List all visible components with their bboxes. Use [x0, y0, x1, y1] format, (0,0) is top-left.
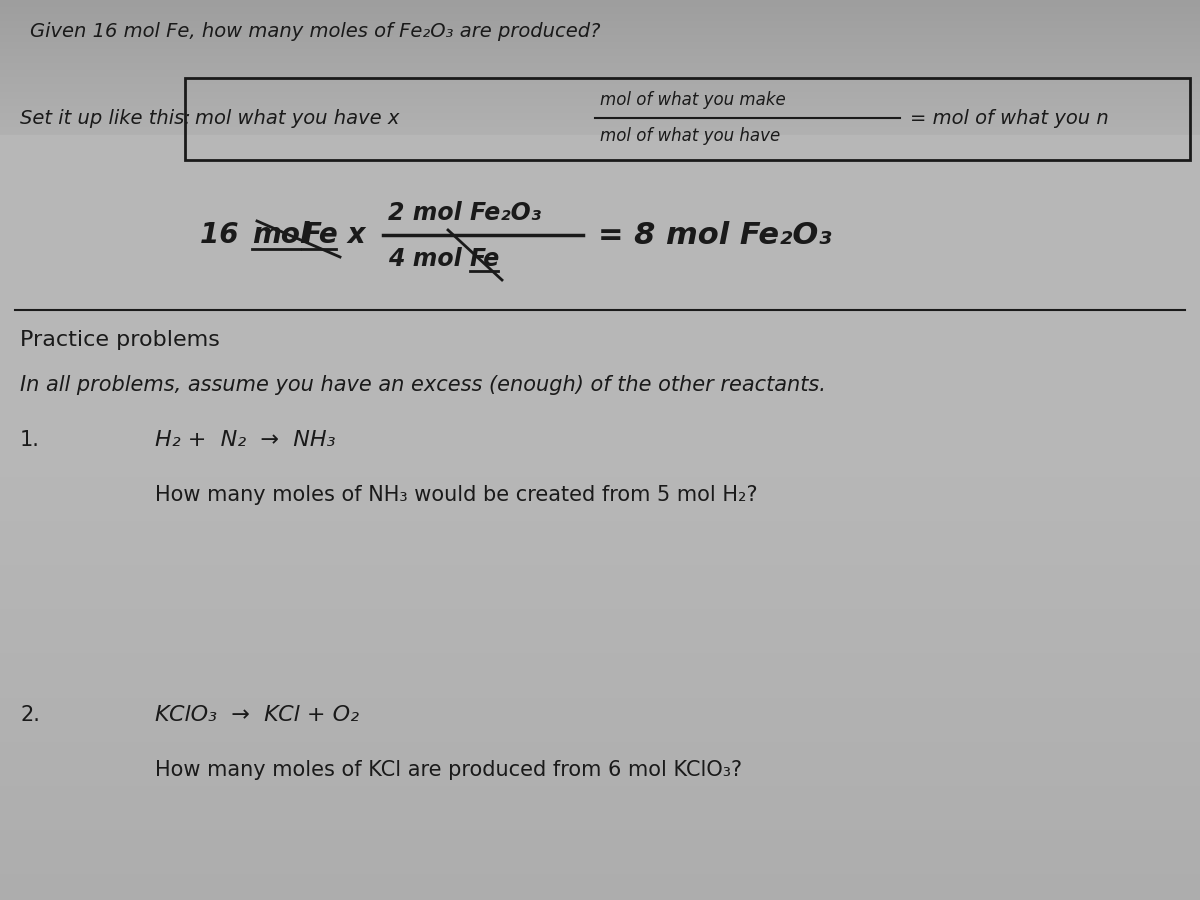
Text: = mol of what you n: = mol of what you n: [910, 109, 1109, 128]
Text: Practice problems: Practice problems: [20, 330, 220, 350]
Text: mol of what you have: mol of what you have: [600, 127, 780, 145]
Text: Fe: Fe: [302, 221, 337, 249]
Text: x: x: [338, 221, 366, 249]
Text: H₂ +  N₂  →  NH₃: H₂ + N₂ → NH₃: [155, 430, 336, 450]
Text: mol what you have x: mol what you have x: [194, 109, 400, 128]
Text: 2.: 2.: [20, 705, 40, 725]
Text: Set it up like this:: Set it up like this:: [20, 109, 191, 128]
Text: mol of what you make: mol of what you make: [600, 91, 786, 109]
Text: mol: mol: [252, 221, 310, 249]
Text: Given 16 mol Fe, how many moles of Fe₂O₃ are produced?: Given 16 mol Fe, how many moles of Fe₂O₃…: [30, 22, 600, 41]
Text: = 8 mol Fe₂O₃: = 8 mol Fe₂O₃: [598, 220, 832, 249]
Text: 4 mol: 4 mol: [388, 247, 462, 271]
Text: How many moles of NH₃ would be created from 5 mol H₂?: How many moles of NH₃ would be created f…: [155, 485, 757, 505]
Text: In all problems, assume you have an excess (enough) of the other reactants.: In all problems, assume you have an exce…: [20, 375, 826, 395]
Text: KClO₃  →  KCl + O₂: KClO₃ → KCl + O₂: [155, 705, 359, 725]
Text: 16: 16: [200, 221, 248, 249]
Text: How many moles of KCl are produced from 6 mol KClO₃?: How many moles of KCl are produced from …: [155, 760, 742, 780]
Text: 2 mol Fe₂O₃: 2 mol Fe₂O₃: [388, 201, 541, 225]
Text: 1.: 1.: [20, 430, 40, 450]
Text: Fe: Fe: [470, 247, 500, 271]
